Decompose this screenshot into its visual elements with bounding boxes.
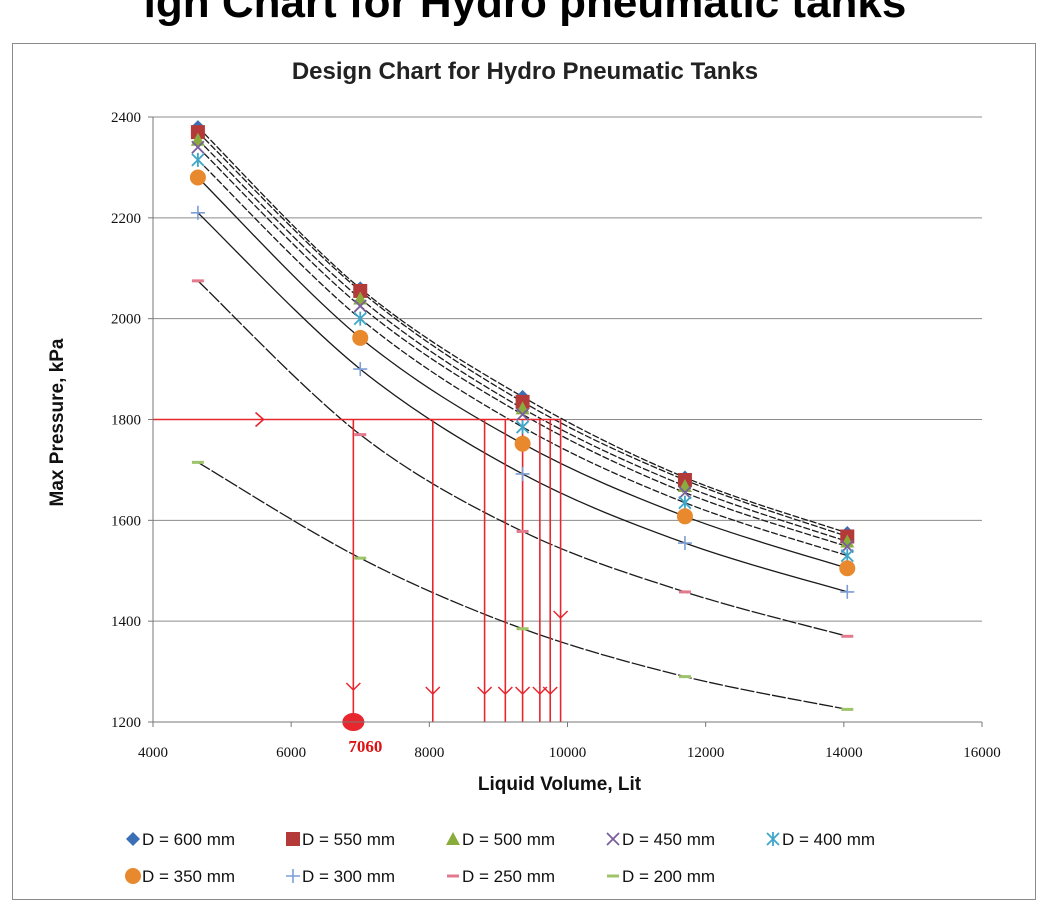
- x-tick-label-12000: 12000: [687, 745, 725, 761]
- point-350mm-3: [676, 508, 693, 525]
- point-300mm-4: [840, 584, 855, 599]
- point-450mm-1: [353, 299, 367, 313]
- annotation-down-arrow-6: [542, 686, 558, 696]
- legend-marker-550mm: [286, 832, 300, 846]
- point-350mm-1: [352, 329, 369, 346]
- point-250mm-3: [678, 590, 691, 594]
- point-200mm-2: [516, 627, 529, 631]
- annotation-down-arrow-2: [477, 686, 493, 696]
- point-500mm-0: [190, 132, 205, 146]
- legend-marker-250mm: [447, 874, 459, 878]
- annotation-down-arrow-4: [515, 686, 531, 696]
- x-axis-label: Liquid Volume, Lit: [478, 774, 642, 795]
- point-300mm-1: [353, 362, 368, 377]
- y-tick-label-1400: 1400: [111, 614, 141, 630]
- design-annotation: [153, 411, 569, 731]
- point-550mm-0: [190, 125, 205, 140]
- y-tick-label-2200: 2200: [111, 211, 141, 227]
- legend-label-300mm: D = 300 mm: [302, 867, 395, 886]
- legend-marker-300mm: [286, 869, 300, 883]
- legend-label-600mm: D = 600 mm: [142, 830, 235, 849]
- point-250mm-2: [516, 529, 529, 533]
- annotation-volume-label: 7060: [348, 737, 382, 756]
- y-tick-label-1600: 1600: [111, 513, 141, 529]
- point-200mm-1: [354, 556, 367, 560]
- x-tick-label-10000: 10000: [549, 745, 587, 761]
- annotation-down-arrow-7: [553, 610, 569, 620]
- y-tick-label-1800: 1800: [111, 413, 141, 429]
- point-350mm-4: [839, 560, 856, 577]
- point-250mm-4: [841, 634, 854, 638]
- axes: [148, 116, 983, 727]
- y-tick-label-2400: 2400: [111, 110, 141, 126]
- x-tick-label-8000: 8000: [414, 745, 444, 761]
- legend-marker-450mm: [606, 832, 620, 846]
- point-300mm-3: [677, 536, 692, 551]
- x-tick-label-6000: 6000: [276, 745, 306, 761]
- point-350mm-2: [514, 435, 531, 452]
- legend-marker-200mm: [607, 874, 619, 878]
- point-200mm-0: [191, 460, 204, 464]
- legend-label-400mm: D = 400 mm: [782, 830, 875, 849]
- legend-label-350mm: D = 350 mm: [142, 867, 235, 886]
- point-400mm-2: [515, 420, 530, 435]
- point-400mm-3: [678, 495, 692, 510]
- data-markers: [189, 120, 856, 711]
- x-tick-label-4000: 4000: [138, 745, 168, 761]
- point-500mm-1: [353, 291, 368, 305]
- point-450mm-0: [191, 140, 205, 154]
- y-axis-label: Max Pressure, kPa: [47, 338, 68, 506]
- chart-frame: [12, 43, 1036, 900]
- chart-title: Design Chart for Hydro Pneumatic Tanks: [291, 58, 759, 85]
- y-tick-label-1200: 1200: [111, 715, 141, 731]
- cut-off-page-title: ign Chart for Hydro pneumatic tanks: [143, 0, 907, 27]
- point-550mm-1: [353, 283, 368, 298]
- annotation-down-arrow-0: [345, 682, 361, 692]
- legend-marker-600mm: [126, 832, 140, 846]
- point-250mm-1: [354, 433, 367, 437]
- point-200mm-4: [841, 707, 854, 711]
- x-tick-label-16000: 16000: [963, 745, 1001, 761]
- legend-marker-350mm: [125, 868, 141, 884]
- legend-label-550mm: D = 550 mm: [302, 830, 395, 849]
- legend-marker-400mm: [766, 832, 780, 846]
- legend-label-250mm: D = 250 mm: [462, 867, 555, 886]
- tick-labels: 1200 1400 1600 1800 2000 2200 2400 4000 6000 8000…: [111, 110, 1001, 761]
- point-200mm-3: [678, 675, 691, 679]
- curve-450mm: [197, 146, 848, 548]
- point-400mm-0: [191, 152, 205, 167]
- point-450mm-2: [515, 407, 530, 422]
- y-tick-label-2000: 2000: [111, 312, 141, 328]
- legend-marker-500mm: [446, 832, 460, 845]
- point-400mm-1: [353, 311, 367, 326]
- annotation-down-arrow-3: [497, 686, 513, 696]
- legend-label-450mm: D = 450 mm: [622, 830, 715, 849]
- point-250mm-0: [191, 279, 204, 283]
- x-tick-label-14000: 14000: [825, 745, 863, 761]
- annotation-right-arrow: [255, 411, 265, 428]
- point-300mm-0: [190, 205, 205, 220]
- point-300mm-2: [515, 466, 530, 481]
- legend-label-200mm: D = 200 mm: [622, 867, 715, 886]
- legend: D = 600 mm D = 550 mm D = 500 mm D = 450 mm…: [125, 830, 875, 886]
- point-450mm-3: [678, 485, 692, 500]
- point-350mm-0: [189, 169, 206, 186]
- annotation-down-arrow-1: [425, 686, 441, 696]
- legend-label-500mm: D = 500 mm: [462, 830, 555, 849]
- gridlines: [153, 116, 982, 622]
